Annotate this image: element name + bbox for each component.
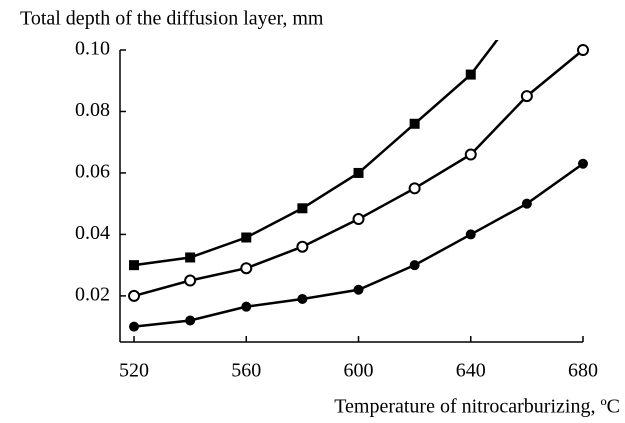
marker [185, 252, 196, 263]
marker [128, 289, 141, 302]
y-tick-label: 0.06 [75, 161, 110, 183]
marker [521, 198, 532, 209]
marker [353, 167, 364, 178]
y-tick-label: 0.04 [75, 222, 110, 244]
marker [129, 321, 140, 332]
marker [241, 232, 252, 243]
marker [129, 260, 140, 271]
y-tick-label: 0.10 [75, 38, 110, 60]
x-tick-label: 560 [231, 360, 261, 382]
marker [297, 293, 308, 304]
marker [241, 301, 252, 312]
marker [297, 203, 308, 214]
y-tick-label: 0.08 [75, 99, 110, 121]
x-tick-label: 600 [344, 360, 374, 382]
marker [522, 0, 532, 6]
marker [240, 262, 253, 275]
marker [578, 158, 588, 169]
marker [465, 229, 476, 240]
chart-title: Total depth of the diffusion layer, mm [20, 8, 324, 30]
marker [577, 44, 589, 56]
plot-area [128, 0, 589, 332]
series-line [133, 162, 584, 328]
marker [409, 118, 420, 129]
marker [408, 182, 421, 195]
x-tick-label: 640 [456, 360, 486, 382]
marker [465, 69, 476, 80]
x-axis-label: Temperature of nitrocarburizing, ºC [334, 396, 620, 418]
marker [184, 274, 197, 287]
marker [352, 213, 365, 226]
marker [409, 260, 420, 271]
y-tick-label: 0.02 [75, 283, 110, 305]
marker [464, 148, 477, 161]
x-tick-label: 680 [568, 360, 598, 382]
marker [353, 284, 364, 295]
x-tick-label: 520 [119, 360, 149, 382]
series-line [133, 40, 499, 267]
marker [185, 315, 196, 326]
marker [520, 90, 533, 103]
marker [296, 240, 309, 253]
